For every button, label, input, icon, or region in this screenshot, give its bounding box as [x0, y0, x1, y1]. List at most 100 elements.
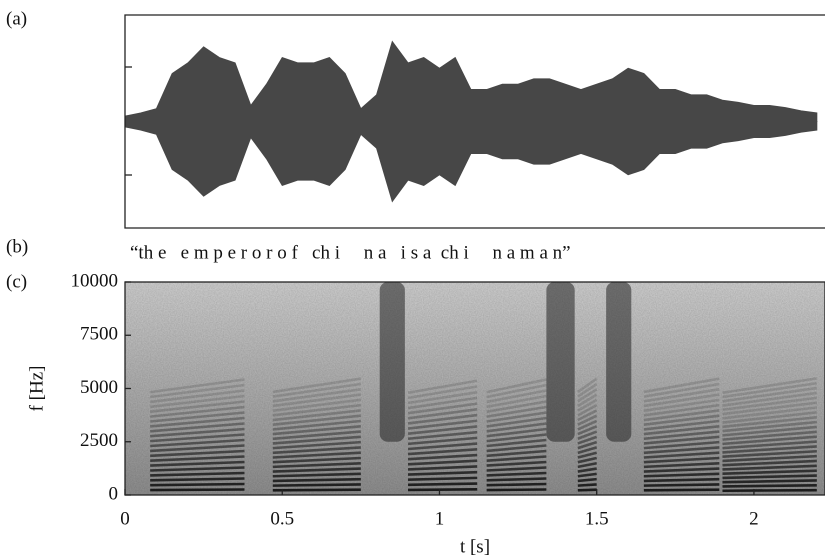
y-tick-label: 7500: [80, 324, 118, 345]
harmonic: [722, 483, 817, 488]
harmonic: [722, 381, 818, 399]
harmonic: [722, 396, 817, 412]
harmonic: [407, 379, 478, 395]
harmonic: [722, 445, 817, 454]
harmonic: [150, 389, 245, 404]
harmonic: [643, 440, 720, 450]
harmonic: [722, 415, 817, 429]
harmonic: [272, 409, 361, 422]
harmonic: [722, 406, 817, 420]
harmonic: [577, 398, 598, 412]
harmonic: [486, 433, 547, 443]
harmonic: [643, 424, 720, 436]
harmonic: [577, 430, 598, 440]
harmonic: [722, 459, 817, 467]
y-tick-label: 0: [109, 483, 119, 504]
harmonic: [149, 383, 245, 399]
harmonic: [272, 451, 361, 459]
harmonic: [150, 460, 245, 467]
harmonic: [577, 483, 597, 487]
harmonic: [150, 438, 245, 448]
harmonic: [272, 435, 361, 445]
harmonic: [577, 382, 598, 398]
harmonic: [577, 425, 598, 436]
harmonic: [272, 446, 361, 455]
harmonic: [577, 477, 597, 483]
harmonic: [272, 483, 361, 487]
harmonic: [408, 487, 478, 492]
harmonic: [150, 449, 245, 458]
harmonic: [407, 390, 478, 405]
harmonic: [722, 411, 817, 424]
harmonic: [486, 400, 547, 413]
panel-label: (b): [6, 236, 28, 257]
harmonic: [272, 377, 362, 394]
harmonic: [486, 378, 547, 394]
harmonic: [722, 469, 817, 475]
harmonic: [722, 377, 818, 395]
harmonic: [577, 393, 598, 408]
harmonic: [407, 459, 478, 466]
harmonic: [407, 402, 478, 415]
harmonic: [150, 400, 245, 414]
harmonic: [486, 383, 547, 399]
harmonic: [643, 403, 720, 417]
harmonic: [722, 474, 817, 480]
harmonic: [722, 479, 817, 484]
harmonic: [150, 422, 245, 433]
harmonic: [722, 488, 817, 493]
harmonic: [272, 382, 362, 398]
axis-frame: [124, 14, 825, 229]
transcript: “th e e m p e r o r o f ch i n a i s a c…: [130, 242, 571, 263]
harmonic: [407, 419, 478, 430]
y-axis-label: f [Hz]: [26, 366, 47, 412]
harmonic: [407, 470, 478, 476]
harmonic: [643, 419, 720, 431]
y-tick-label: 10000: [71, 270, 119, 291]
harmonic: [486, 471, 547, 477]
harmonic: [486, 389, 547, 404]
harmonic: [486, 422, 547, 433]
harmonic: [150, 471, 245, 477]
x-tick-label: 0.5: [270, 508, 294, 529]
harmonic: [577, 440, 598, 450]
harmonic: [150, 482, 245, 487]
y-tick-label: 2500: [80, 430, 118, 451]
harmonic: [643, 393, 720, 408]
harmonic: [272, 398, 362, 412]
harmonic: [486, 460, 547, 467]
harmonic: [643, 382, 720, 398]
harmonic: [722, 464, 817, 471]
panel-label: (a): [6, 8, 27, 29]
harmonic: [722, 391, 817, 407]
harmonic: [722, 440, 817, 450]
harmonic: [272, 430, 361, 441]
harmonic: [643, 488, 720, 492]
harmonic: [272, 424, 361, 436]
harmonic: [486, 444, 547, 453]
harmonic: [577, 409, 598, 422]
harmonic: [643, 483, 720, 487]
harmonic: [577, 467, 597, 473]
harmonic: [486, 488, 547, 492]
harmonic: [577, 456, 597, 464]
harmonic: [407, 413, 478, 425]
harmonic: [486, 455, 547, 463]
harmonic: [643, 387, 720, 403]
harmonic: [272, 488, 361, 492]
harmonic: [722, 401, 817, 416]
harmonic: [150, 405, 245, 418]
harmonic: [577, 446, 598, 455]
harmonic: [577, 414, 598, 426]
harmonic: [486, 411, 547, 423]
harmonic: [577, 435, 598, 445]
harmonic: [722, 449, 817, 458]
x-tick-label: 1.5: [585, 508, 609, 529]
harmonic: [486, 416, 547, 428]
harmonic: [722, 386, 818, 403]
harmonic: [407, 482, 478, 487]
harmonic: [486, 449, 547, 458]
harmonic: [643, 446, 720, 455]
harmonic: [722, 420, 817, 433]
harmonic: [407, 385, 478, 400]
